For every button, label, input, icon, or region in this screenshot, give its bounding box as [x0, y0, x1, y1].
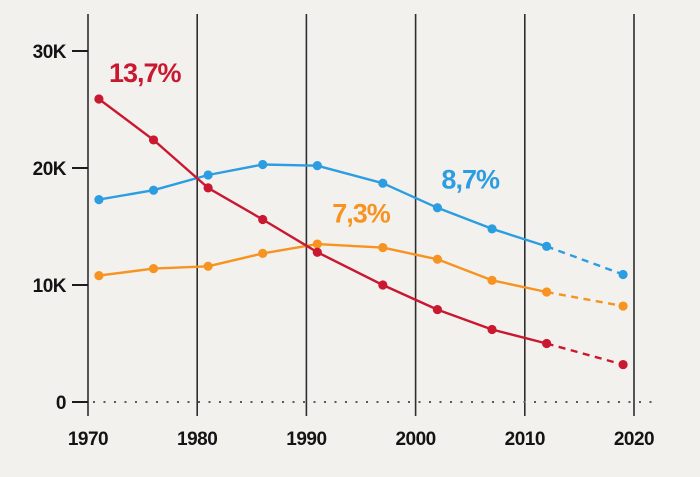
data-point-blue-1971	[94, 194, 104, 205]
y-axis-label-0: 0	[56, 393, 66, 414]
data-point-orange-1976	[148, 264, 159, 274]
series-label-orange: 7,3%	[332, 199, 391, 229]
series-label-red: 13,7%	[109, 58, 182, 88]
series-line-dashed-red	[546, 342, 624, 366]
data-point-blue-1986	[258, 159, 268, 170]
x-axis-label-2000: 2000	[395, 429, 435, 450]
series-label-blue: 8,7%	[441, 165, 500, 195]
data-point-blue-2007	[487, 224, 497, 234]
series-line-red	[98, 98, 547, 345]
data-point-red-1986	[258, 214, 268, 225]
y-axis-label-20K: 20K	[33, 159, 67, 180]
data-point-red-1976	[148, 135, 159, 145]
data-point-red-1997	[378, 280, 388, 290]
data-point-red-2019	[618, 359, 628, 370]
y-axis-label-30K: 30K	[33, 42, 67, 63]
data-point-red-2002	[432, 304, 443, 315]
data-point-red-1971	[94, 94, 104, 104]
data-point-orange-1997	[378, 242, 388, 253]
x-axis-label-2020: 2020	[614, 429, 654, 450]
data-point-blue-1991	[312, 161, 322, 171]
x-axis-label-1990: 1990	[286, 429, 326, 450]
data-point-orange-2002	[432, 254, 443, 264]
series-line-dashed-orange	[546, 290, 624, 308]
data-point-red-1981	[203, 183, 213, 193]
data-point-orange-2007	[487, 275, 497, 285]
data-point-blue-1981	[203, 170, 213, 180]
data-point-orange-1971	[94, 271, 104, 281]
data-point-orange-1981	[203, 261, 213, 271]
x-axis-label-1970: 1970	[68, 429, 108, 450]
data-point-blue-2012	[542, 241, 552, 251]
x-axis-label-1980: 1980	[177, 429, 217, 450]
data-point-orange-1991	[312, 239, 322, 249]
data-point-blue-2002	[432, 203, 443, 213]
y-axis-label-10K: 10K	[33, 276, 67, 297]
data-point-orange-1986	[258, 248, 268, 259]
series-line-orange	[98, 242, 547, 294]
series-line-dashed-blue	[546, 245, 624, 276]
x-axis-label-2010: 2010	[505, 429, 545, 450]
data-point-orange-2019	[618, 301, 628, 311]
data-point-red-2012	[542, 338, 552, 349]
data-point-blue-1976	[148, 185, 159, 195]
data-point-red-2007	[487, 324, 497, 335]
data-point-orange-2012	[542, 287, 552, 297]
data-point-blue-2019	[618, 269, 628, 280]
data-point-blue-1997	[378, 178, 388, 188]
data-point-red-1991	[312, 247, 322, 257]
